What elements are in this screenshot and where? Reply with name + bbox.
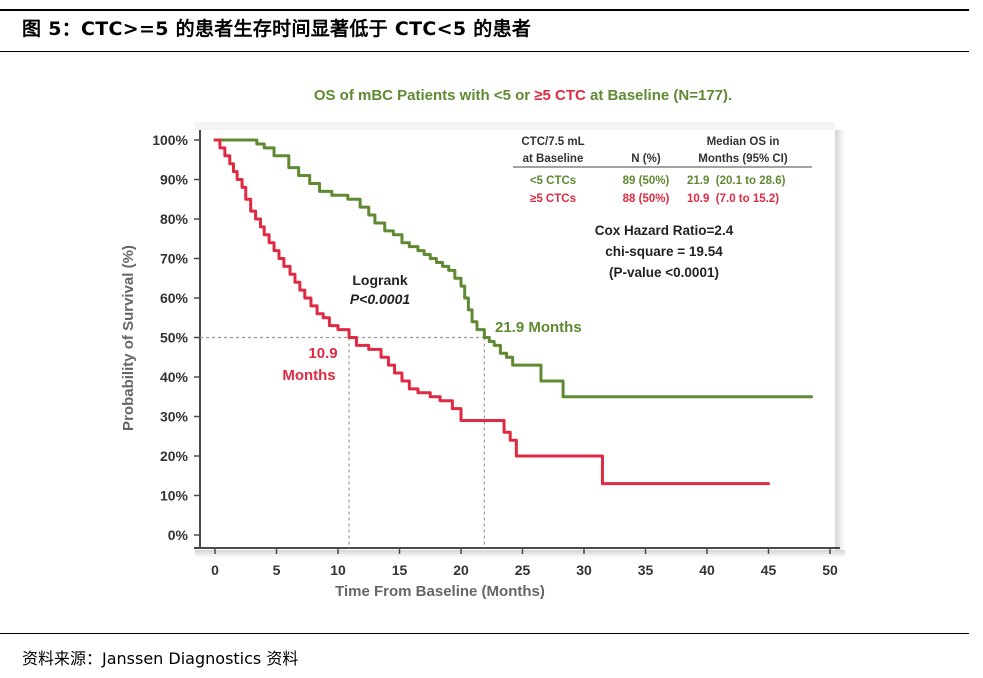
y-tick-label: 40%	[160, 369, 189, 385]
plot-shadow-top	[195, 122, 835, 130]
red-median-unit: Months	[282, 367, 335, 384]
table-header-median-line2: Months (95% CI)	[698, 153, 788, 165]
chart-title: OS of mBC Patients with <5 or ≥5 CTC at …	[314, 87, 732, 104]
table-row-median: 21.9 (20.1 to 28.6)	[687, 175, 786, 187]
table-row-group: ≥5 CTCs	[530, 193, 576, 205]
x-tick-label: 0	[211, 562, 219, 578]
y-tick-label: 0%	[168, 527, 189, 543]
figure-title: 图 5：CTC>=5 的患者生存时间显著低于 CTC<5 的患者	[22, 18, 532, 40]
y-tick-label: 90%	[160, 172, 189, 188]
x-tick-label: 30	[576, 562, 592, 578]
x-tick-label: 50	[822, 562, 838, 578]
x-tick-label: 5	[273, 562, 281, 578]
axes	[194, 130, 840, 549]
table-row-n: 88 (50%)	[623, 193, 670, 205]
red-median-value: 10.9	[308, 345, 337, 362]
survival-curves	[213, 138, 814, 486]
y-tick-label: 10%	[160, 488, 189, 504]
x-tick-label: 10	[330, 562, 346, 578]
chi-square: chi-square = 19.54	[605, 244, 723, 259]
x-tick-label: 25	[515, 562, 531, 578]
x-tick-label: 45	[761, 562, 777, 578]
x-tick-label: 35	[638, 562, 654, 578]
header-bottom-rule	[0, 51, 969, 52]
logrank-label: Logrank	[352, 272, 407, 288]
median-lines	[200, 336, 485, 548]
y-tick-label: 50%	[160, 330, 189, 346]
series-ge5-ctc-curve	[213, 138, 770, 486]
table-header-median-line1: Median OS in	[707, 136, 780, 148]
hazard-p-value: (P-value <0.0001)	[609, 265, 719, 280]
y-axis-label: Probability of Survival (%)	[120, 245, 137, 431]
y-ticks: 0% 10% 20% 30% 40% 50% 60% 70% 80% 90% 100%	[152, 132, 200, 543]
plot-shadow-bottom	[195, 550, 845, 558]
table-header-group-line2: at Baseline	[523, 153, 584, 165]
footer-rule	[0, 633, 969, 634]
y-tick-label: 80%	[160, 211, 189, 227]
y-tick-label: 70%	[160, 251, 189, 267]
hazard-ratio: Cox Hazard Ratio=2.4	[595, 223, 734, 238]
stats-table: CTC/7.5 mL at Baseline N (%) Median OS i…	[513, 136, 812, 205]
x-ticks: 0 5 10 15 20 25 30 35 40 45 50	[211, 548, 838, 578]
green-median-label: 21.9 Months	[495, 319, 582, 336]
x-tick-label: 20	[453, 562, 469, 578]
table-row-group: <5 CTCs	[530, 175, 576, 187]
table-row-n: 89 (50%)	[623, 175, 670, 187]
series-lt5-ctc-curve	[213, 138, 814, 399]
table-row-median: 10.9 (7.0 to 15.2)	[687, 193, 779, 205]
x-tick-label: 15	[392, 562, 408, 578]
y-tick-label: 100%	[152, 132, 188, 148]
table-header-group-line1: CTC/7.5 mL	[521, 136, 584, 148]
source-note: 资料来源：Janssen Diagnostics 资料	[22, 649, 299, 668]
logrank-p-value: P<0.0001	[350, 291, 411, 307]
plot-shadow-right	[835, 130, 845, 550]
table-header-n: N (%)	[631, 153, 661, 165]
y-tick-label: 30%	[160, 409, 189, 425]
y-tick-label: 20%	[160, 448, 189, 464]
y-tick-label: 60%	[160, 290, 189, 306]
x-axis-label: Time From Baseline (Months)	[335, 583, 545, 600]
header-top-rule	[0, 9, 969, 11]
x-tick-label: 40	[699, 562, 715, 578]
